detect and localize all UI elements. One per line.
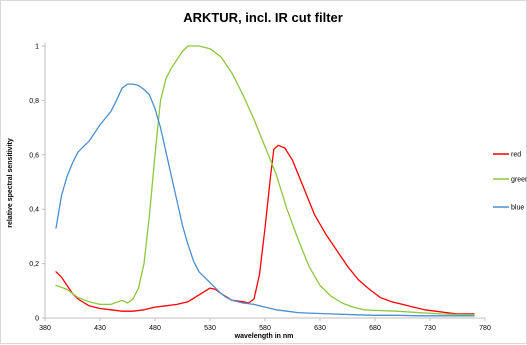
y-tick-label: 1 xyxy=(35,44,39,51)
x-axis-title: wavelength in nm xyxy=(234,333,294,340)
chart-title: ARKTUR, incl. IR cut filter xyxy=(183,10,343,25)
legend: red green blue xyxy=(493,152,527,212)
x-tick-label: 580 xyxy=(259,325,271,332)
x-tick-label: 730 xyxy=(424,325,436,332)
y-tick-label: 0,2 xyxy=(29,261,39,268)
y-tick-label: 0,6 xyxy=(29,152,39,159)
series-line-red xyxy=(55,144,475,315)
y-axis-title: relative spectral sensitivity xyxy=(7,138,14,228)
x-tick-label: 780 xyxy=(479,325,491,332)
x-tick-label: 430 xyxy=(94,325,106,332)
series-line-blue xyxy=(55,83,475,317)
y-tick-label: 0,8 xyxy=(29,98,39,105)
series-line-green xyxy=(55,45,475,316)
x-tick-label: 380 xyxy=(39,325,51,332)
plot-layer: 380 430 480 530 580 630 680 730 780 0 0,2 0,4 0,6 0,8… xyxy=(29,43,491,332)
legend-label-red: red xyxy=(511,152,521,159)
y-tick-label: 0,4 xyxy=(29,207,39,214)
x-tick-label: 630 xyxy=(314,325,326,332)
legend-label-blue: blue xyxy=(511,205,524,212)
x-tick-label: 480 xyxy=(149,325,161,332)
x-tick-label: 530 xyxy=(204,325,216,332)
legend-label-green: green xyxy=(511,177,527,184)
x-tick-label: 680 xyxy=(369,325,381,332)
y-tick-label: 0 xyxy=(35,316,39,323)
